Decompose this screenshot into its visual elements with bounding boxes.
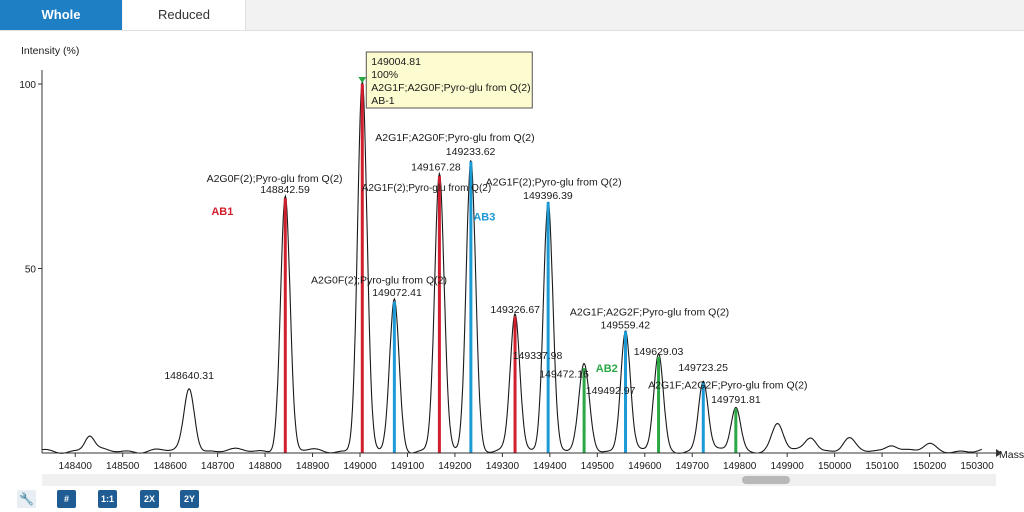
peak-annotation: 149559.42 [600, 319, 650, 331]
x-tick-label: 149900 [770, 461, 804, 472]
peak-annotation: AB3 [473, 212, 495, 224]
selected-peak-marker-icon [358, 77, 367, 83]
peak-annotation: 148842.59 [260, 184, 310, 196]
peak-annotation: 149337.98 [513, 350, 563, 362]
x-tick-label: 148800 [248, 461, 282, 472]
peak-annotation: 149629.03 [634, 346, 684, 358]
peak-annotation: 149167.28 [411, 162, 461, 174]
x-tick-label: 149200 [438, 461, 472, 472]
peak-tooltip [365, 51, 533, 109]
x-tick-label: 149400 [533, 461, 567, 472]
scrollbar-thumb[interactable] [742, 476, 790, 484]
peak-annotation: A2G1F(2);Pyro-glu from Q(2) [362, 183, 491, 194]
peak-annotation: 149233.62 [446, 146, 496, 158]
x-tick-label: 150300 [960, 461, 994, 472]
x-tick-label: 149500 [581, 461, 615, 472]
peak-annotation: AB1 [211, 206, 233, 218]
mass-spectrum-chart: Intensity (%) Mass 148400 148500 148600 148… [19, 45, 1024, 472]
x-tick-label: 149100 [391, 461, 425, 472]
peak-annotation: A2G1F(2);Pyro-glu from Q(2) [486, 176, 622, 188]
peak-annotation: 148640.31 [164, 370, 214, 382]
peak-annotation: 149472.16 [539, 368, 589, 380]
tooltip-line: 149004.81 [371, 56, 421, 68]
peak-annotation: 149723.25 [678, 362, 728, 374]
x-tick-label: 148500 [106, 461, 140, 472]
grid-button[interactable]: # [57, 490, 76, 508]
tooltip-line: 100% [371, 69, 398, 81]
tab-bar: Whole Reduced [0, 0, 1024, 31]
x-tick-label: 148700 [201, 461, 235, 472]
x-tick-label: 148900 [296, 461, 330, 472]
y-tick-label: 50 [25, 265, 37, 276]
x-tick-label: 149700 [676, 461, 710, 472]
x-tick-label: 149300 [486, 461, 520, 472]
x-axis-arrow-icon [996, 449, 1002, 457]
peak-annotation: 149326.67 [490, 304, 540, 316]
zoom-y-button[interactable]: 2Y [180, 490, 199, 508]
x-tick-label: 150200 [913, 461, 947, 472]
peak-annotation: 149396.39 [523, 190, 573, 202]
x-tick-label: 148600 [153, 461, 187, 472]
y-axis-title: Intensity (%) [21, 45, 79, 57]
peak-annotation: A2G0F(2);Pyro-glu from Q(2) [311, 274, 447, 286]
x-tick-label: 148400 [59, 461, 93, 472]
x-tick-label: 149000 [343, 461, 377, 472]
tooltip-line: A2G1F;A2G0F;Pyro-glu from Q(2) [371, 82, 530, 94]
peak-annotation: A2G1F;A2G2F;Pyro-glu from Q(2) [648, 379, 807, 391]
horizontal-scrollbar[interactable] [42, 474, 996, 486]
reset-zoom-button[interactable]: 1:1 [98, 490, 117, 508]
x-tick-label: 150100 [865, 461, 899, 472]
zoom-x-button[interactable]: 2X [140, 490, 159, 508]
peak-annotation: A2G1F;A2G2F;Pyro-glu from Q(2) [570, 306, 729, 318]
spectrum-trace [41, 81, 982, 454]
wrench-icon[interactable]: 🔧 [17, 490, 36, 508]
tooltip-line: AB-1 [371, 95, 395, 107]
peak-annotation: 149791.81 [711, 394, 761, 406]
x-tick-label: 149600 [628, 461, 662, 472]
peak-annotation: 149072.41 [372, 287, 422, 299]
x-tick-label: 150000 [818, 461, 852, 472]
peak-annotation: AB2 [596, 363, 618, 375]
y-tick-label: 100 [19, 80, 36, 91]
x-tick-label: 149800 [723, 461, 757, 472]
peak-annotation: 149492.97 [586, 385, 636, 397]
tab-reduced[interactable]: Reduced [123, 0, 246, 30]
peak-annotation: A2G0F(2);Pyro-glu from Q(2) [207, 173, 343, 185]
x-axis-title: Mass [999, 449, 1024, 461]
tab-whole[interactable]: Whole [0, 0, 122, 30]
peak-annotation: A2G1F;A2G0F;Pyro-glu from Q(2) [375, 132, 534, 144]
bottom-toolbar: 🔧 # 1:1 2X 2Y [0, 488, 1024, 512]
